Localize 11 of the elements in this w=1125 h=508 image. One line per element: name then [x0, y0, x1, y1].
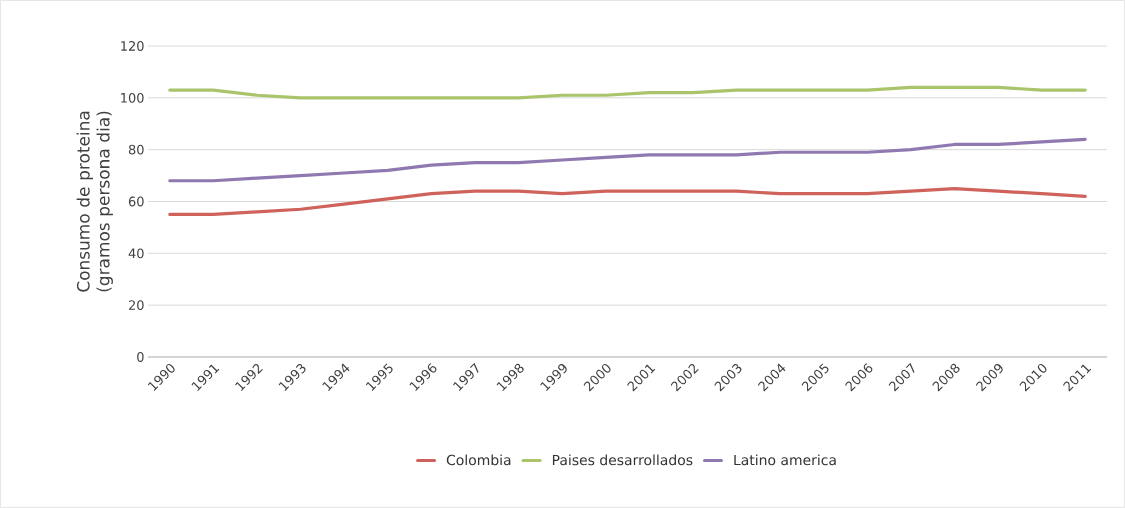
legend-label: Paises desarrollados — [552, 454, 693, 466]
y-tick-label: 20 — [128, 300, 144, 311]
y-tick-label: 0 — [137, 352, 144, 362]
y-axis-title: Consumo de proteina (gramos persona dia) — [76, 111, 113, 292]
y-tick-label: 80 — [128, 144, 144, 155]
legend-label: Colombia — [446, 454, 511, 466]
y-tick-label: 120 — [121, 41, 144, 51]
legend-label: Latino america — [734, 454, 836, 466]
y-tick-label: 60 — [128, 196, 144, 207]
y-tick-label: 40 — [128, 248, 144, 259]
y-tick-label: 100 — [121, 92, 144, 103]
